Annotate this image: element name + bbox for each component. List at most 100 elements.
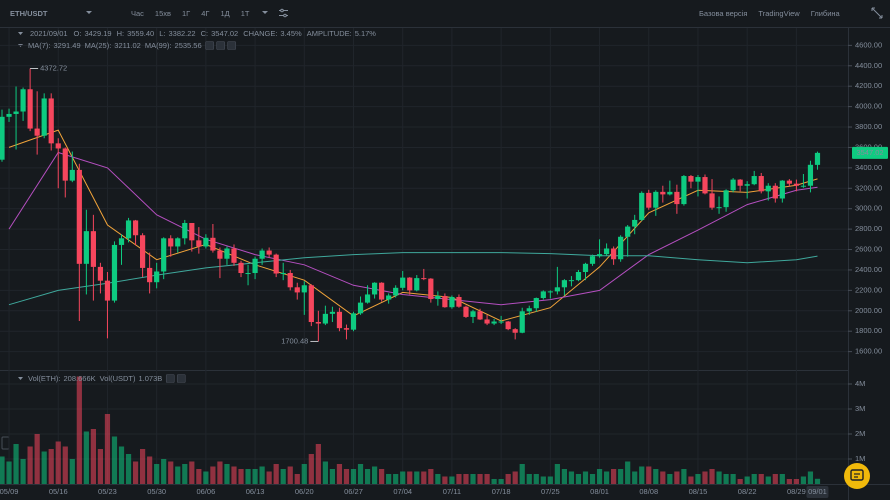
candle-body (512, 329, 518, 333)
candle-body (779, 180, 785, 199)
candle-body (533, 298, 539, 309)
candle-body (702, 177, 708, 194)
volume-bar (154, 464, 160, 484)
legend-button[interactable] (165, 374, 175, 383)
candle-body (681, 176, 687, 205)
legend-button[interactable] (205, 41, 214, 50)
volume-bar (639, 466, 645, 484)
candle-body (814, 152, 821, 165)
x-tick-label: 08/22 (738, 487, 757, 496)
volume-bar (807, 471, 814, 484)
legend-button[interactable] (176, 374, 186, 383)
volume-bar (463, 474, 469, 484)
volume-bar (350, 469, 357, 484)
candle-body (41, 98, 47, 136)
volume-bar (449, 476, 455, 484)
interval-button[interactable]: 1Д (220, 9, 229, 18)
ma-legend-name: MA(99): (145, 41, 172, 50)
volume-tick-label: 2M (855, 429, 865, 438)
volume-bar (596, 469, 603, 484)
candle-body (147, 267, 153, 283)
candle-body (118, 238, 125, 245)
candle-body (125, 220, 132, 239)
fullscreen-icon[interactable] (871, 7, 883, 19)
candle-body (322, 313, 328, 324)
volume-bar (428, 469, 434, 484)
volume-bar (779, 474, 785, 484)
volume-bar (76, 376, 82, 484)
candle-body (589, 256, 596, 264)
candle-body (561, 280, 567, 288)
x-tick-label: 07/18 (492, 487, 511, 496)
candle-body (435, 295, 441, 300)
interval-button[interactable]: 1Т (241, 9, 250, 18)
candle-body (456, 297, 462, 307)
volume-bar (442, 476, 448, 484)
symbol-dropdown[interactable] (86, 11, 92, 14)
candle-body (716, 207, 722, 209)
candle-body (807, 164, 814, 186)
symbol[interactable]: ETH/USDT (10, 9, 48, 18)
volume-bar (140, 449, 146, 484)
interval-button[interactable]: 4Г (201, 9, 209, 18)
volume-bar (477, 474, 483, 484)
candle-body (196, 240, 202, 247)
volume-bar (132, 461, 139, 484)
candle-body (287, 273, 293, 288)
volume-bar (203, 471, 209, 484)
volume-bar (702, 471, 708, 484)
legend-toggle[interactable] (18, 377, 23, 380)
volume-bar (772, 474, 778, 484)
candle-body (688, 176, 694, 182)
volume-bar (793, 479, 799, 484)
x-tick-label: 05/16 (49, 487, 68, 496)
legend-button[interactable] (227, 41, 236, 50)
candle-body (695, 177, 701, 182)
x-tick-label: 09/01 (808, 487, 827, 496)
interval-button[interactable]: Час (131, 9, 144, 18)
candle-body (34, 128, 40, 136)
last-price-label: 3547.02 (856, 148, 883, 157)
volume-bar (147, 456, 153, 484)
volume-bar (280, 469, 286, 484)
candle-body (800, 185, 807, 187)
volume-bar (196, 469, 202, 484)
candle-body (161, 238, 167, 272)
interval-dropdown[interactable] (262, 11, 268, 14)
view-link[interactable]: Базова версія (699, 9, 747, 18)
volume-legend-value: 1.073B (138, 374, 162, 383)
volume-bar (800, 476, 807, 484)
settings-icon[interactable] (279, 8, 288, 18)
y-tick-label: 2600.00 (855, 245, 882, 254)
y-tick-label: 3000.00 (855, 204, 882, 213)
candle-body (217, 250, 223, 259)
candle-body (477, 311, 483, 320)
candle-body (660, 191, 666, 195)
interval-button[interactable]: 1Г (182, 9, 190, 18)
candle-body (168, 238, 174, 247)
volume-bar (182, 464, 188, 484)
candle-body (69, 169, 75, 181)
legend-toggle[interactable] (18, 32, 23, 35)
last-price-tag (852, 146, 888, 159)
volume-bar (660, 471, 666, 484)
volume-bar (90, 429, 96, 484)
legend-button[interactable] (216, 41, 225, 50)
candle-body (111, 244, 118, 301)
chat-button[interactable] (844, 463, 870, 489)
x-tick-label: 08/29 (787, 487, 806, 496)
candle-body (547, 291, 553, 293)
view-link[interactable]: Глибина (811, 9, 841, 18)
volume-bar (118, 446, 125, 484)
candle-body (154, 271, 160, 283)
candle-body (470, 311, 476, 317)
candle-body (273, 254, 279, 274)
candle-body (140, 235, 146, 268)
interval-button[interactable]: 15хв (155, 9, 171, 18)
volume-bar (533, 474, 539, 484)
candle-body (575, 271, 582, 281)
candle-body (6, 113, 12, 117)
x-tick-label: 07/25 (541, 487, 560, 496)
view-link[interactable]: TradingView (758, 9, 800, 18)
candle-body (414, 278, 420, 291)
